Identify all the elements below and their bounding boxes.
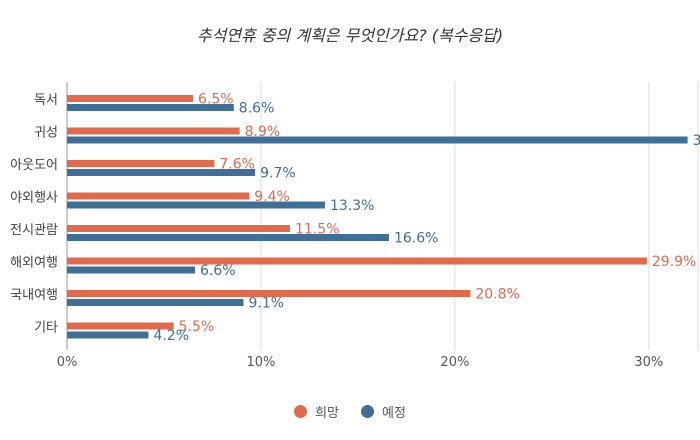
data-label: 6.5%	[198, 92, 234, 108]
category-label: 아웃도어	[10, 158, 58, 173]
data-label: 8.9%	[245, 124, 281, 140]
data-label: 9.4%	[254, 189, 290, 205]
category-label: 독서	[34, 93, 58, 108]
bar	[67, 136, 688, 144]
bar	[67, 160, 215, 167]
legend: 희망 예정	[0, 402, 700, 421]
bar	[67, 192, 250, 200]
x-tick-label: 0%	[57, 355, 78, 370]
bar	[67, 299, 244, 306]
data-label: 13.3%	[330, 198, 374, 214]
bar	[67, 169, 256, 176]
chart-title: 추석연휴 중의 계획은 무엇인가요? (복수응답)	[196, 26, 504, 45]
data-label: 9.1%	[248, 296, 284, 312]
data-label: 16.6%	[394, 231, 438, 247]
bar	[67, 322, 174, 330]
x-tick-label: 20%	[440, 355, 469, 370]
category-label: 전시관람	[10, 223, 58, 238]
bar	[67, 234, 389, 241]
x-tick-label: 10%	[246, 355, 275, 370]
data-label: 8.6%	[239, 101, 275, 117]
category-label: 야외행사	[10, 190, 58, 206]
bar	[67, 201, 325, 209]
x-tick-label: 30%	[634, 355, 663, 370]
legend-swatch-hope	[294, 405, 308, 418]
data-label: 7.6%	[219, 157, 255, 173]
legend-item-plan[interactable]: 예정	[361, 402, 406, 421]
bars-group: 6.5% 8.6% 8.9% 3 7.6% 9.7% 9.4% 13.3% 11.5% 16.6%…	[67, 92, 700, 344]
category-label: 기타	[34, 321, 58, 336]
legend-label-hope: 희망	[315, 406, 339, 421]
category-label: 해외여행	[10, 255, 58, 271]
data-label: 9.7%	[260, 166, 296, 182]
data-label: 29.9%	[652, 254, 696, 270]
data-label: 5.5%	[179, 319, 215, 335]
bar	[67, 257, 647, 265]
bar	[67, 104, 234, 111]
data-label: 4.2%	[153, 328, 189, 344]
bar	[67, 127, 240, 135]
bar	[67, 266, 195, 274]
data-label: 20.8%	[475, 287, 519, 303]
bar	[67, 331, 149, 339]
legend-item-hope[interactable]: 희망	[294, 402, 339, 421]
data-label: 11.5%	[295, 222, 339, 238]
data-label: 3	[693, 133, 700, 149]
legend-label-plan: 예정	[382, 406, 406, 421]
bar	[67, 290, 471, 297]
bar	[67, 95, 194, 102]
category-label: 귀성	[34, 126, 58, 141]
data-label: 6.6%	[200, 263, 236, 279]
legend-swatch-plan	[361, 405, 374, 418]
category-label: 국내여행	[10, 287, 58, 303]
bar	[67, 225, 291, 232]
